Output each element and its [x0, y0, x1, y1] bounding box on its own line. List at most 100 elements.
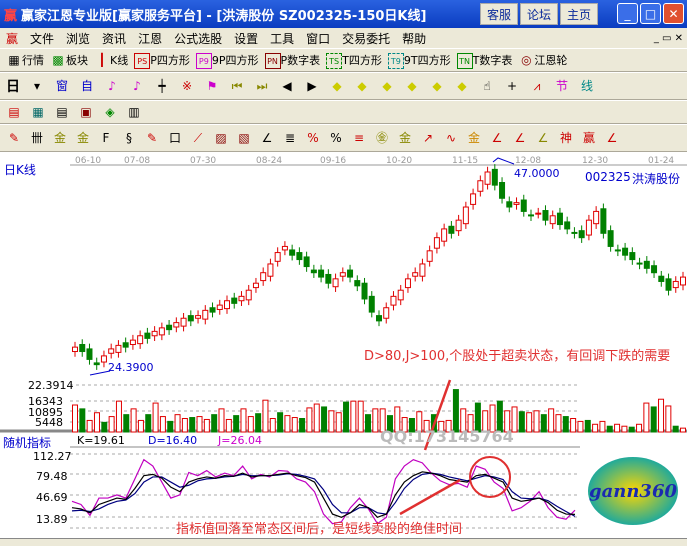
gold-circle-icon[interactable]: ㊎ — [375, 131, 388, 145]
master-icon[interactable]: 赢 — [582, 131, 595, 145]
candle-icon: ┃ — [98, 53, 106, 67]
kline-button[interactable]: ┃ K线 — [94, 52, 128, 68]
logo-text: gann360 — [589, 480, 677, 502]
p-table-button[interactable]: PN P数字表 — [264, 52, 320, 69]
mark-icon[interactable]: ※ — [181, 79, 193, 93]
j-angle-icon[interactable]: ∠ — [491, 131, 503, 145]
menu-gann[interactable]: 江恩 — [138, 31, 163, 46]
arrow-icon[interactable]: ↗ — [422, 131, 434, 145]
menu-formula[interactable]: 公式选股 — [174, 31, 223, 46]
wave-icon[interactable]: ⩘ — [533, 79, 541, 93]
zoom-right-icon[interactable]: ◆ — [357, 79, 367, 93]
t9-icon: T9 — [387, 52, 404, 69]
vshrink-icon[interactable]: ◆ — [457, 79, 467, 93]
god-icon[interactable]: 神 — [559, 131, 572, 145]
gann-wheel-button[interactable]: ◎ 江恩轮 — [518, 52, 567, 68]
date-tick: 12-30 — [582, 156, 608, 166]
menu-info[interactable]: 资讯 — [102, 31, 127, 46]
percent-line-icon[interactable]: % — [307, 131, 319, 145]
volume-bar — [247, 416, 254, 433]
menu-settings[interactable]: 设置 — [234, 31, 259, 46]
customer-service-button[interactable]: 客服 — [480, 3, 518, 25]
forum-button[interactable]: 论坛 — [520, 3, 558, 25]
left-icon[interactable]: ◀ — [282, 79, 292, 93]
pen-icon[interactable]: ✎ — [8, 131, 20, 145]
gold-fan-icon[interactable]: 金 — [467, 131, 480, 145]
calendar-icon[interactable]: ▤ — [8, 105, 20, 119]
notes-icon[interactable]: ▤ — [56, 105, 68, 119]
save-icon[interactable]: ▣ — [80, 105, 92, 119]
square-icon[interactable]: ▨ — [215, 131, 227, 145]
gold2-icon[interactable]: 金 — [76, 131, 89, 145]
expand-icon[interactable]: ◆ — [382, 79, 392, 93]
gold-angle-icon[interactable]: ∠ — [537, 131, 549, 145]
print-icon[interactable]: ▥ — [128, 105, 140, 119]
period-select[interactable]: 日 — [6, 79, 20, 95]
vexpand-icon[interactable]: ◆ — [432, 79, 442, 93]
node-icon[interactable]: 节 — [555, 79, 568, 93]
maximize-button[interactable]: □ — [640, 3, 661, 24]
dropdown-icon[interactable]: ▾ — [33, 79, 41, 93]
minimize-button[interactable]: _ — [617, 3, 638, 24]
chart-area[interactable]: 06-10 07-08 07-30 08-24 09-16 10-20 11-15 12-08… — [0, 152, 687, 538]
last-icon[interactable]: ⏭ — [256, 79, 268, 93]
quote-button[interactable]: ▦ 行情 — [6, 52, 44, 68]
spiral-icon[interactable]: § — [126, 131, 132, 145]
candle-body — [216, 304, 223, 310]
gold-icon[interactable]: 金 — [53, 131, 66, 145]
first-icon[interactable]: ⏮ — [231, 79, 243, 93]
sector-button[interactable]: ▩ 板块 — [50, 52, 88, 68]
volume-bar — [548, 408, 555, 433]
four-angle-icon[interactable]: ∠ — [606, 131, 618, 145]
9p-square-button[interactable]: P9 9P四方形 — [195, 52, 259, 69]
f-angle-icon[interactable]: ∠ — [514, 131, 526, 145]
right-icon[interactable]: ▶ — [307, 79, 317, 93]
fan-icon[interactable]: ⟋ — [193, 131, 203, 145]
crosshair-icon[interactable]: + — [506, 79, 518, 93]
percent-grid-icon[interactable]: ≡ — [353, 131, 365, 145]
candle-body — [325, 273, 332, 284]
self-icon[interactable]: 自 — [80, 79, 93, 93]
menu-browse[interactable]: 浏览 — [66, 31, 91, 46]
menu-help[interactable]: 帮助 — [402, 31, 427, 46]
gold-line-icon[interactable]: 金 — [398, 131, 411, 145]
chart3-icon[interactable]: ♪ — [108, 79, 116, 93]
angle-icon[interactable]: ∠ — [261, 131, 273, 145]
cycle-icon[interactable]: ∿ — [445, 131, 457, 145]
marker-icon[interactable]: ✎ — [146, 131, 158, 145]
shrink-icon[interactable]: ◆ — [407, 79, 417, 93]
p-square-button[interactable]: PS P四方形 — [134, 52, 190, 69]
hand-icon[interactable]: ☝ — [483, 79, 491, 93]
grid2-icon[interactable]: ▧ — [238, 131, 250, 145]
network-icon[interactable]: ◈ — [105, 105, 115, 119]
fib-icon[interactable]: F — [102, 131, 110, 145]
chart-svg[interactable]: 06-10 07-08 07-30 08-24 09-16 10-20 11-15 12-08… — [0, 152, 687, 538]
calculator-icon[interactable]: ▦ — [32, 105, 44, 119]
menu-window[interactable]: 窗口 — [306, 31, 331, 46]
zoom-left-icon[interactable]: ◆ — [332, 79, 342, 93]
volume-bar — [445, 419, 452, 433]
ruler-icon[interactable]: ≣ — [284, 131, 296, 145]
close-button[interactable]: ✕ — [663, 3, 684, 24]
line-icon[interactable]: 线 — [580, 79, 593, 93]
percent-icon[interactable]: % — [330, 131, 342, 145]
menu-tools[interactable]: 工具 — [270, 31, 295, 46]
9t-square-button[interactable]: T9 9T四方形 — [387, 52, 451, 69]
volume-bar — [372, 408, 379, 433]
homepage-button[interactable]: 主页 — [560, 3, 598, 25]
menu-file[interactable]: 文件 — [30, 31, 55, 46]
menu-trade[interactable]: 交易委托 — [342, 31, 391, 46]
volume-bar — [211, 414, 218, 433]
flag-icon[interactable]: ⚑ — [206, 79, 218, 93]
candle-body — [499, 182, 506, 199]
candle-type-icon[interactable]: ┿ — [158, 79, 166, 93]
t-table-button[interactable]: TN T数字表 — [456, 52, 512, 69]
indicator-icon[interactable]: 窗 — [55, 79, 68, 93]
candle-body — [593, 210, 600, 225]
mdi-controls[interactable]: _ ▭ ✕ — [653, 32, 683, 44]
box-icon[interactable]: 口 — [168, 131, 181, 145]
parallel-icon[interactable]: 卌 — [30, 131, 43, 145]
chart9-icon[interactable]: ♪ — [133, 79, 141, 93]
k-line — [71, 471, 576, 518]
t-square-button[interactable]: TS T四方形 — [326, 52, 382, 69]
